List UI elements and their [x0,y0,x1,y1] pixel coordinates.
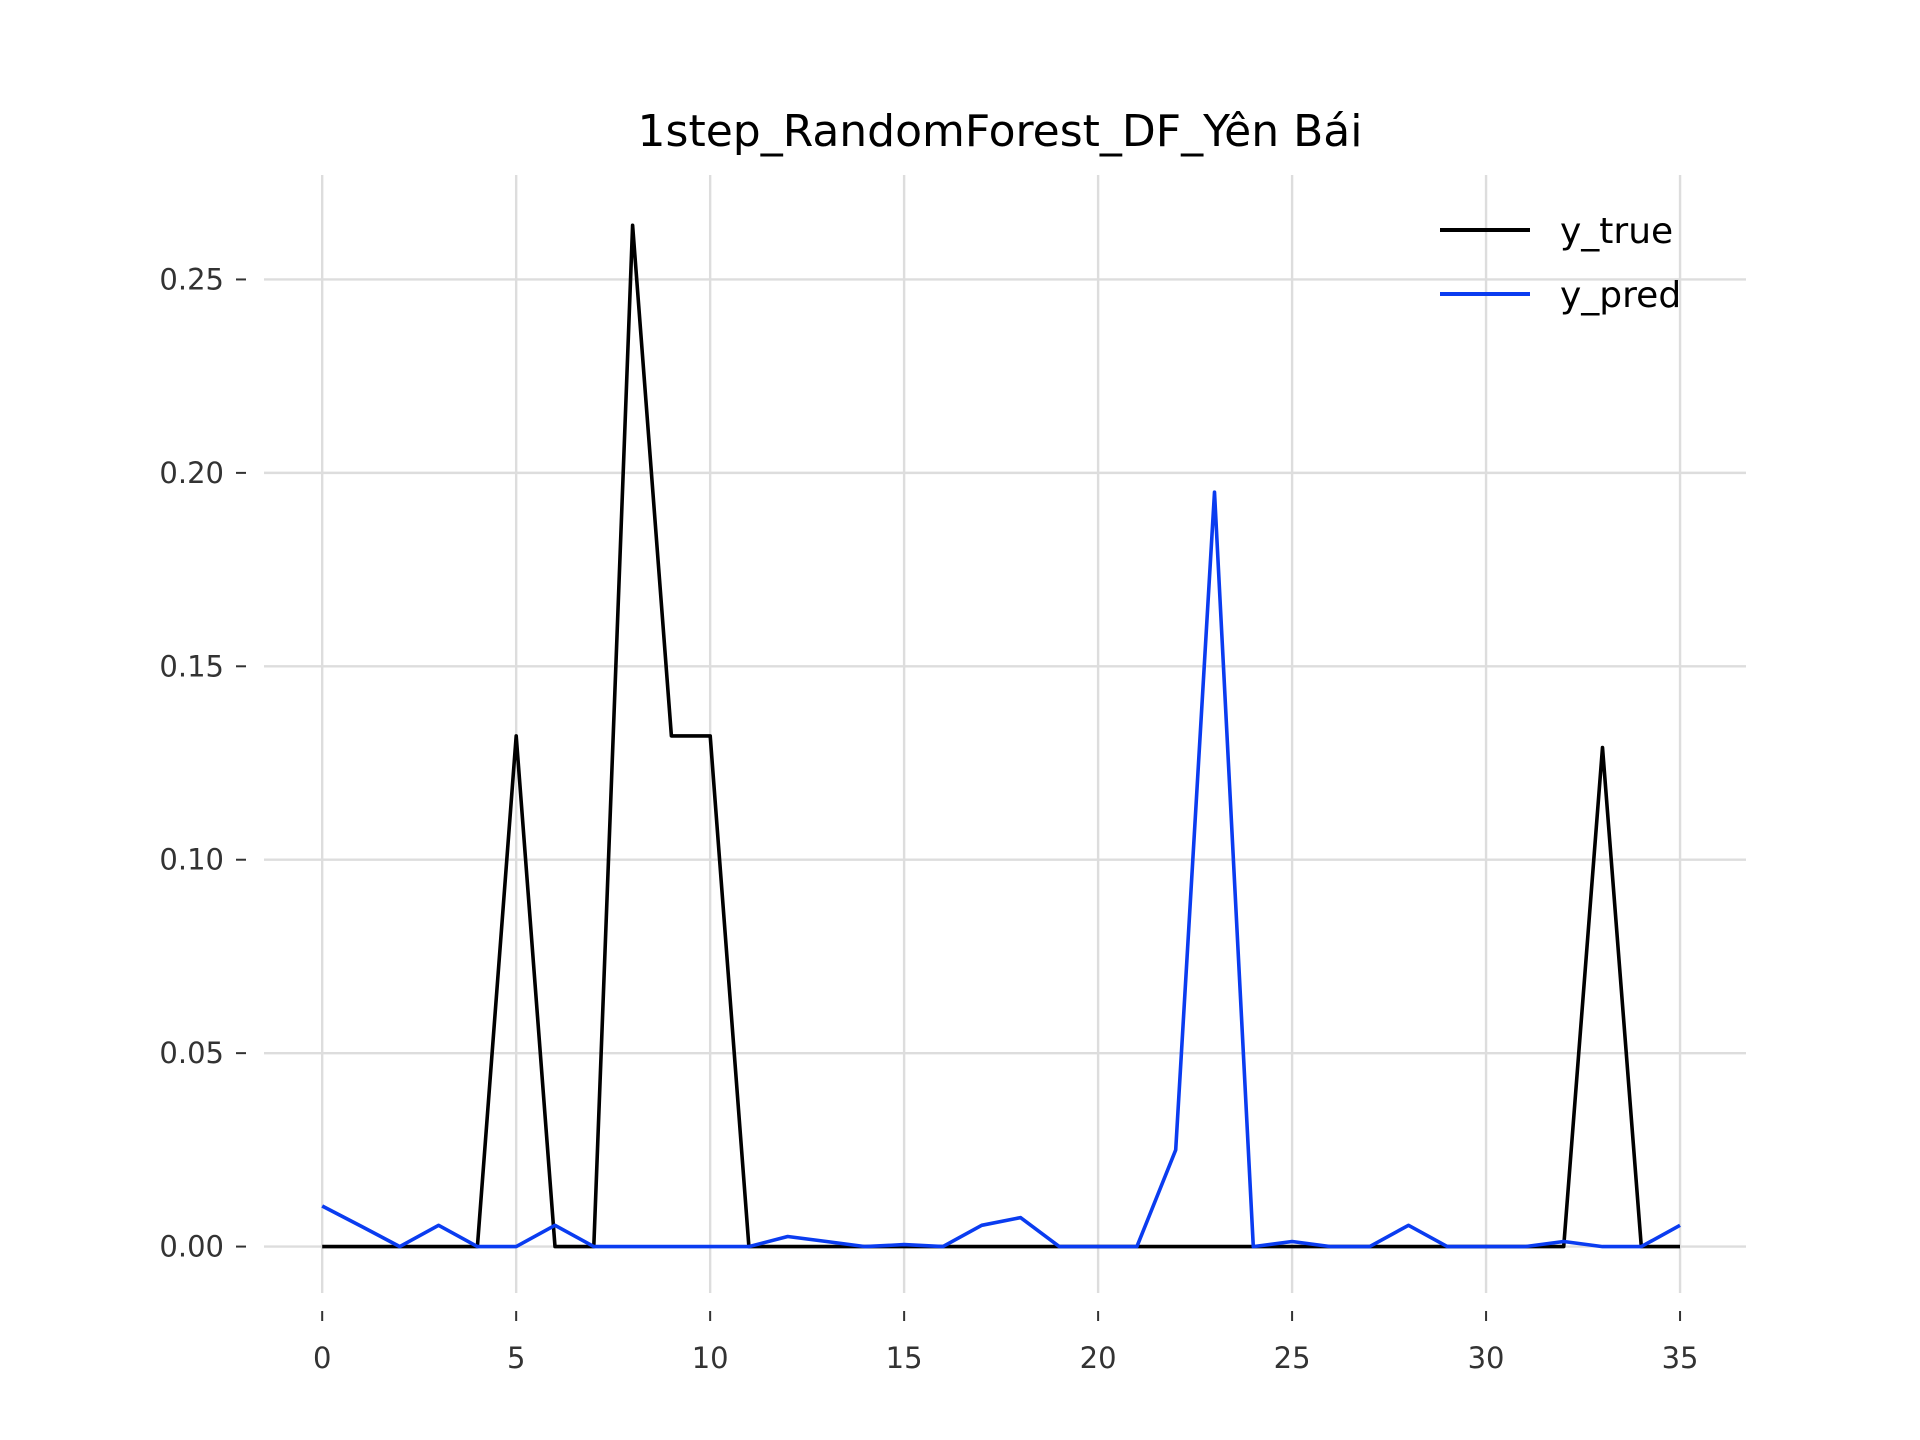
series-line-y-pred [321,490,1681,1249]
y-tick-label: 0.25 [159,262,224,296]
y-tick-label: 0.15 [159,649,224,683]
chart-title: 1step_RandomForest_DF_Yên Bái [638,106,1363,157]
x-tick-label: 30 [1468,1341,1505,1375]
y-tick-label: 0.05 [159,1036,224,1070]
x-tick-label: 0 [313,1341,331,1375]
series-line-y-true [322,223,1680,1249]
series-lines [321,223,1681,1249]
y-tick-label: 0.20 [159,456,224,490]
y-tick-label: 0.00 [159,1230,224,1264]
legend: y_true y_pred [1440,211,1681,316]
axis-ticks: 0 5 10 15 20 25 30 35 0.00 0.05 0.10 0.15 0.20 0.25 [159,262,1698,1375]
y-tick-label: 0.10 [159,843,224,877]
legend-label-y-pred: y_pred [1560,275,1681,316]
grid [264,175,1746,1293]
x-tick-label: 5 [507,1341,525,1375]
x-tick-label: 25 [1274,1341,1311,1375]
x-tick-label: 15 [886,1341,923,1375]
legend-label-y-true: y_true [1560,211,1673,252]
x-tick-label: 20 [1080,1341,1117,1375]
x-tick-label: 10 [692,1341,729,1375]
x-tick-label: 35 [1662,1341,1699,1375]
